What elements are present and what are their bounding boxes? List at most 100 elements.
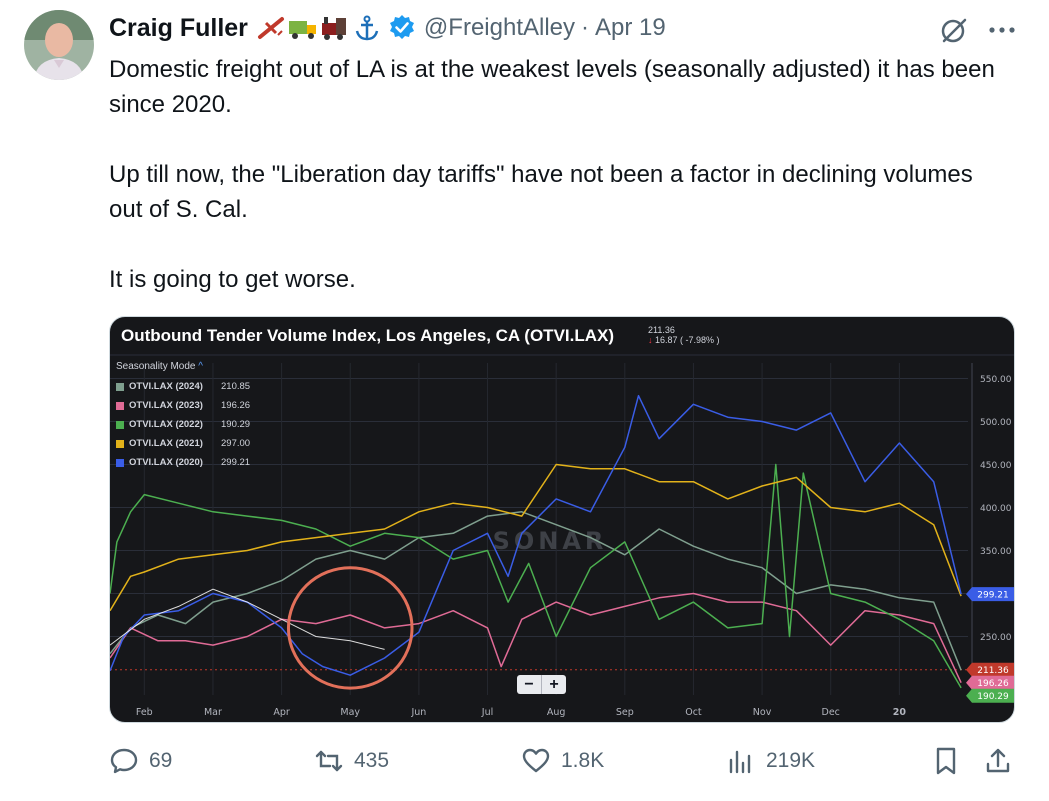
views-button[interactable]: 219K xyxy=(726,746,815,776)
seasonality-mode-label[interactable]: Seasonality Mode ^ xyxy=(116,361,250,372)
tweet-paragraph: Domestic freight out of LA is at the wea… xyxy=(109,56,995,118)
series-line-2024 xyxy=(110,511,962,671)
zoom-controls: − + xyxy=(517,675,566,694)
reply-button[interactable]: 69 xyxy=(109,746,172,776)
x-tick-label: May xyxy=(340,707,360,718)
legend-value: 210.85 xyxy=(221,381,251,392)
bookmark-icon xyxy=(936,747,956,775)
zoom-out-button[interactable]: − xyxy=(517,675,542,694)
avatar-image xyxy=(24,10,94,80)
series-line-2021 xyxy=(110,463,962,612)
price-tag-label: 299.21 xyxy=(977,591,1009,601)
chart-change-value: 16.87 ( -7.98% ) xyxy=(655,335,720,345)
x-tick-label: Jun xyxy=(410,707,426,718)
y-tick-label: 450.00 xyxy=(980,461,1012,471)
series-line-2022 xyxy=(110,463,962,689)
x-tick-label: Oct xyxy=(685,707,702,718)
like-count: 1.8K xyxy=(561,749,605,772)
share-icon xyxy=(986,748,1010,773)
legend-value: 299.21 xyxy=(221,457,251,468)
series-line-2023 xyxy=(110,592,962,684)
series-line-2020 xyxy=(110,394,962,676)
legend-value: 196.26 xyxy=(221,400,251,411)
y-tick-label: 550.00 xyxy=(980,375,1012,385)
post-date[interactable]: Apr 19 xyxy=(595,14,666,41)
legend-swatch xyxy=(116,382,124,391)
tweet-paragraph: Up till now, the "Liberation day tariffs… xyxy=(109,161,973,223)
reply-count: 69 xyxy=(149,749,173,772)
y-tick-label: 350.00 xyxy=(980,547,1012,557)
legend-item[interactable]: OTVI.LAX (2021) 297.00 xyxy=(116,434,250,453)
grok-icon[interactable] xyxy=(936,14,970,48)
x-tick-label: Sep xyxy=(616,707,634,718)
repost-count: 435 xyxy=(354,749,390,772)
legend-swatch xyxy=(116,401,124,410)
price-tag-label: 190.29 xyxy=(977,692,1009,702)
price-tag-label: 211.36 xyxy=(977,666,1009,676)
legend-label: OTVI.LAX (2023) xyxy=(129,400,203,411)
truck-emoji xyxy=(288,21,316,39)
x-tick-label: 20 xyxy=(893,707,907,718)
collapse-caret-icon: ^ xyxy=(198,361,203,372)
legend-swatch xyxy=(116,458,124,467)
x-tick-label: Mar xyxy=(204,707,222,718)
chart-last-value: 211.36 xyxy=(648,325,675,335)
legend-label: OTVI.LAX (2022) xyxy=(129,419,203,430)
series-line-current xyxy=(110,588,385,650)
verified-badge-icon[interactable] xyxy=(388,14,416,42)
author-handle[interactable]: @FreightAlley xyxy=(423,14,575,41)
more-options-icon[interactable] xyxy=(984,18,1020,42)
chart-title: Outbound Tender Volume Index, Los Angele… xyxy=(121,326,615,345)
tweet-text: Domestic freight out of LA is at the wea… xyxy=(109,52,1009,297)
legend-label: OTVI.LAX (2021) xyxy=(129,438,203,449)
chart-plot: SONAR250.00300.00350.00400.00450.00500.0… xyxy=(110,354,1014,718)
chart-change: ↓ 16.87 ( -7.98% ) xyxy=(648,335,720,345)
y-tick-label: 400.00 xyxy=(980,504,1012,514)
price-tag xyxy=(966,587,1014,602)
y-tick-label: 500.00 xyxy=(980,418,1012,428)
author-name[interactable]: Craig Fuller xyxy=(109,13,248,42)
legend-value: 190.29 xyxy=(221,419,251,430)
name-emojis xyxy=(256,15,382,41)
repost-icon xyxy=(315,750,343,772)
y-tick-label: 250.00 xyxy=(980,633,1012,643)
legend-item[interactable]: OTVI.LAX (2020) 299.21 xyxy=(116,453,250,472)
legend-label: OTVI.LAX (2024) xyxy=(129,381,203,392)
analytics-icon xyxy=(729,750,751,774)
locomotive-emoji xyxy=(321,17,346,40)
tweet-header: Craig Fuller @FreightAlley · Apr 19 xyxy=(109,12,666,44)
anchor-emoji xyxy=(355,15,379,41)
legend-item[interactable]: OTVI.LAX (2024) 210.85 xyxy=(116,377,250,396)
share-button[interactable] xyxy=(983,746,1023,776)
like-button[interactable]: 1.8K xyxy=(521,746,604,776)
tweet-paragraph: It is going to get worse. xyxy=(109,266,356,293)
legend-value: 297.00 xyxy=(221,438,251,449)
legend-swatch xyxy=(116,439,124,448)
x-tick-label: Nov xyxy=(753,707,772,718)
legend-item[interactable]: OTVI.LAX (2022) 190.29 xyxy=(116,415,250,434)
price-tag xyxy=(966,675,1014,690)
seasonality-mode-text: Seasonality Mode xyxy=(116,361,196,372)
down-arrow-icon: ↓ xyxy=(648,335,653,345)
chart-watermark: SONAR xyxy=(493,527,608,555)
legend-label: OTVI.LAX (2020) xyxy=(129,457,203,468)
x-tick-label: Feb xyxy=(136,707,153,718)
tweet-actions: 69 435 1.8K 219K xyxy=(109,746,1019,782)
legend-rows: OTVI.LAX (2024) 210.85 OTVI.LAX (2023) 196.… xyxy=(116,377,250,472)
tweet-media-chart[interactable]: SONAR250.00300.00350.00400.00450.00500.0… xyxy=(109,316,1015,723)
legend-swatch xyxy=(116,420,124,429)
legend-item[interactable]: OTVI.LAX (2023) 196.26 xyxy=(116,396,250,415)
airplane-emoji xyxy=(257,17,284,39)
reply-icon xyxy=(110,748,138,774)
price-tag xyxy=(966,662,1014,677)
avatar[interactable] xyxy=(24,10,94,80)
bookmark-button[interactable] xyxy=(931,746,971,776)
zoom-in-button[interactable]: + xyxy=(542,675,566,694)
x-tick-label: Apr xyxy=(273,707,290,718)
annotation-circle xyxy=(286,566,414,690)
price-tag xyxy=(966,688,1014,703)
repost-button[interactable]: 435 xyxy=(314,746,389,776)
chart-legend: Seasonality Mode ^ OTVI.LAX (2024) 210.85… xyxy=(116,361,250,472)
x-tick-label: Jul xyxy=(481,707,493,718)
view-count: 219K xyxy=(766,749,816,772)
